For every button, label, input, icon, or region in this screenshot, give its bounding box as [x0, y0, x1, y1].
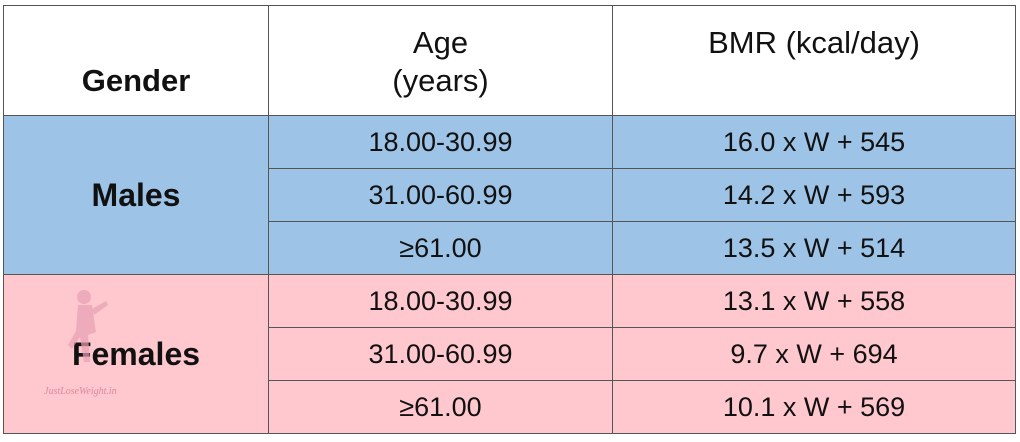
bmr-table: Gender Age (years) BMR (kcal/day) Males 18…: [3, 5, 1016, 434]
gender-label: Females: [71, 335, 201, 372]
header-cell: Gender: [3, 5, 269, 116]
header-line: (years): [392, 63, 489, 98]
age-cell: 18.00-30.99: [268, 274, 613, 328]
age-cell: 31.00-60.99: [268, 168, 613, 222]
age-cell: 31.00-60.99: [268, 327, 613, 381]
header-cell: Age (years): [268, 5, 613, 116]
bmr-cell: 9.7 x W + 694: [612, 327, 1016, 381]
bmr-cell: 14.2 x W + 593: [612, 168, 1016, 222]
gender-label: Males: [91, 176, 181, 213]
gender-cell: Males: [3, 115, 269, 275]
table-row: 31.00-60.99 9.7 x W + 694: [4, 327, 1016, 381]
gender-cell: Females JustLoseWeight.in: [3, 274, 269, 434]
header-line: Age: [412, 25, 469, 60]
header-cell: BMR (kcal/day): [612, 5, 1016, 116]
table-row: Females JustLoseWeight.in 18.00-30.99 13.1 …: [3, 274, 1016, 434]
header-row: Gender Age (years) BMR (kcal/day): [3, 5, 1016, 116]
table-row: 31.00-60.99 14.2 x W + 593: [4, 168, 1016, 222]
age-cell: 18.00-30.99: [268, 115, 613, 169]
bmr-cell: 13.5 x W + 514: [612, 221, 1016, 275]
age-cell: ≥61.00: [268, 221, 613, 275]
age-cell: ≥61.00: [268, 380, 613, 434]
watermark-figure: [68, 290, 108, 362]
watermark: JustLoseWeight.in: [44, 386, 117, 397]
table-row: ≥61.00 10.1 x W + 569: [4, 380, 1016, 434]
bmr-cell: 16.0 x W + 545: [612, 115, 1016, 169]
bmr-cell: 13.1 x W + 558: [612, 274, 1016, 328]
table-row: Males 18.00-30.99 16.0 x W + 545: [3, 115, 1016, 275]
bmr-cell: 10.1 x W + 569: [612, 380, 1016, 434]
